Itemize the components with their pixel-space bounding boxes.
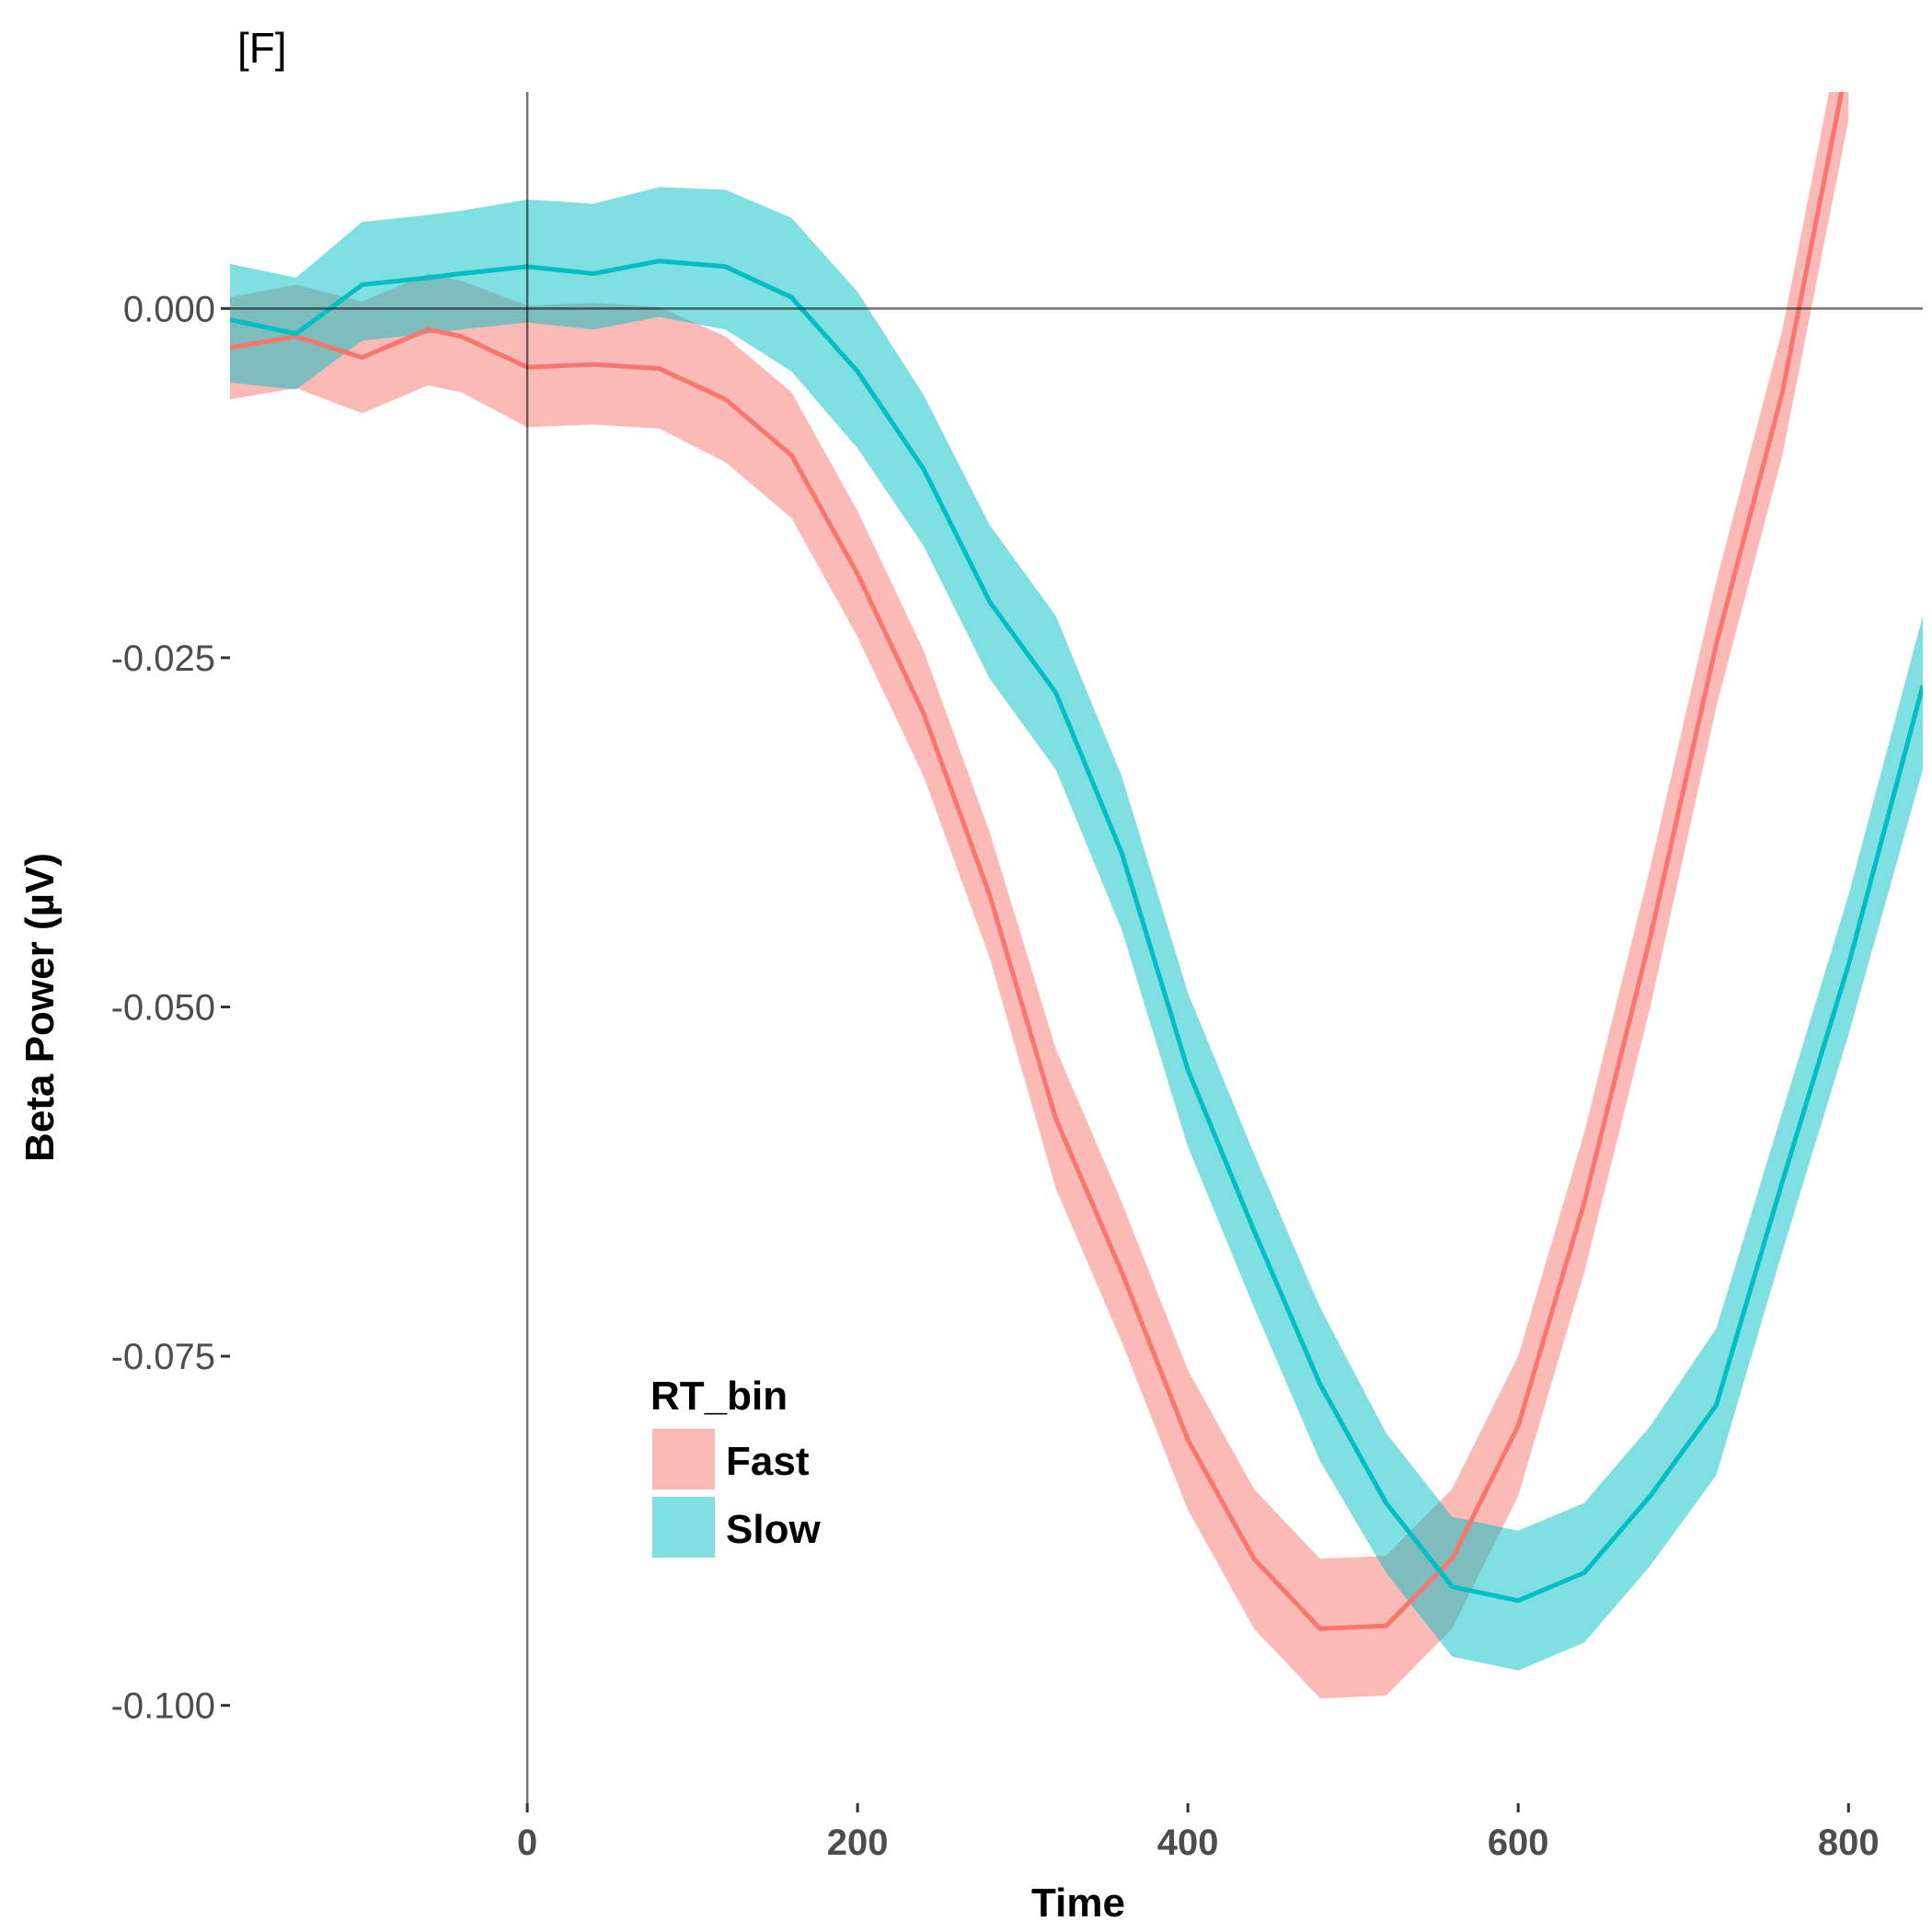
ribbon-layer — [230, 92, 1923, 1699]
reference-lines — [230, 92, 1923, 1803]
y-tick-label: -0.050 — [111, 988, 215, 1029]
x-tick-label: 0 — [517, 1823, 537, 1863]
x-tick-label: 400 — [1157, 1823, 1219, 1863]
legend-swatch-fast — [652, 1429, 715, 1489]
legend-label-fast: Fast — [726, 1439, 810, 1484]
x-axis-title: Time — [1031, 1880, 1125, 1926]
legend-label-slow: Slow — [726, 1507, 821, 1552]
series-line-fast — [230, 92, 1845, 1631]
y-tick-label: 0.000 — [123, 289, 215, 329]
ribbon-slow — [230, 187, 1923, 1671]
y-axis: 0.000 -0.025 -0.050 -0.075 -0.100 — [111, 289, 230, 1727]
x-axis: 0 200 400 600 800 — [517, 1803, 1880, 1863]
x-tick-label: 200 — [827, 1823, 889, 1863]
legend-swatch-slow — [652, 1497, 715, 1558]
legend-title: RT_bin — [650, 1374, 788, 1419]
x-tick-label: 800 — [1818, 1823, 1880, 1863]
y-tick-label: -0.100 — [111, 1686, 215, 1727]
x-tick-label: 600 — [1488, 1823, 1549, 1863]
panel-tag: [F] — [237, 24, 287, 72]
series-line-slow — [230, 259, 1923, 1604]
y-tick-label: -0.075 — [111, 1337, 215, 1377]
y-axis-title: Beta Power (µV) — [17, 853, 63, 1162]
series-line-layer — [230, 92, 1923, 1631]
legend: RT_bin Fast Slow — [650, 1374, 821, 1558]
y-tick-label: -0.025 — [111, 638, 215, 679]
